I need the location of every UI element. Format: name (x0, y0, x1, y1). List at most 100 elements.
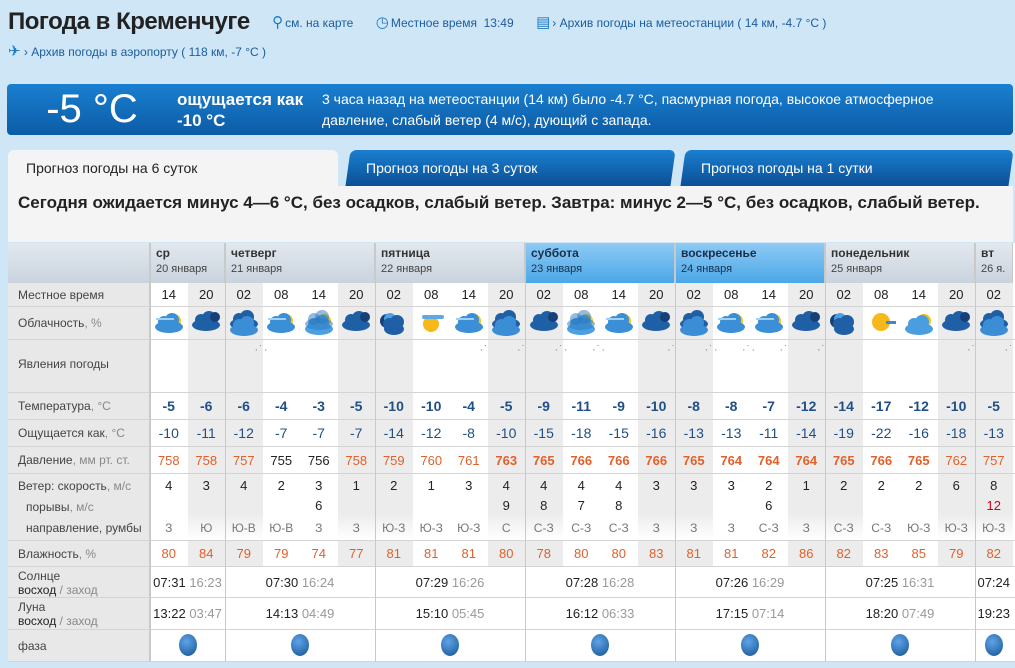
label-time: Местное время (8, 283, 150, 306)
moonrise-time: 17:15 (716, 606, 749, 621)
cloud-cell (638, 307, 676, 339)
overcast-icon (227, 309, 261, 337)
wind-speed: 2 (863, 474, 901, 496)
time-cell: 02 (825, 283, 863, 306)
cloud-cell (338, 307, 376, 339)
hum-cell: 79 (938, 541, 976, 566)
phen-cell (188, 340, 226, 392)
wind-gust (413, 496, 451, 518)
day-divider (825, 243, 826, 662)
time-cell: 02 (225, 283, 263, 306)
feel-cell: -16 (900, 420, 938, 446)
forecast-tabs: Прогноз погоды на 6 суток Прогноз погоды… (8, 150, 1013, 186)
wind-gust (863, 496, 901, 518)
temp-cell: -8 (713, 393, 751, 419)
pres-cell: 760 (413, 447, 451, 473)
temp-cell: -10 (638, 393, 676, 419)
phen-cell (863, 340, 901, 392)
phen-cell: ·˙· (938, 340, 976, 392)
feel-cell: -12 (225, 420, 263, 446)
wind-direction: С (488, 518, 526, 535)
phen-cell (413, 340, 451, 392)
wind-gust (450, 496, 488, 518)
wind-gust (675, 496, 713, 518)
map-link[interactable]: ⚲см. на карте (272, 13, 353, 31)
phen-cell: ·˙· (675, 340, 713, 392)
time-cell: 08 (263, 283, 301, 306)
hum-cell: 79 (263, 541, 301, 566)
day-date: 21 января (231, 263, 374, 275)
wind-cell: 6 Ю-З (938, 474, 976, 540)
airport-archive-link[interactable]: ✈ › Архив погоды в аэропорту ( 118 км, -… (8, 42, 1008, 60)
moonset-time: 07:49 (902, 606, 935, 621)
header-label-cell (8, 243, 150, 283)
moonset-time: 03:47 (189, 606, 222, 621)
wind-direction: Ю-З (900, 518, 938, 535)
wind-direction: Ю-З (938, 518, 976, 535)
wind-direction: З (150, 518, 188, 535)
wind-gust (150, 496, 188, 518)
wind-speed: 6 (938, 474, 976, 496)
sunset-time: 16:26 (452, 575, 485, 590)
sunrise-time: 07:29 (416, 575, 449, 590)
airplane-icon: ✈ (8, 43, 21, 60)
temp-cell: -5 (975, 393, 1013, 419)
wind-gust (788, 496, 826, 518)
phen-cell (600, 340, 638, 392)
moon-phase-icon (591, 634, 609, 656)
time-cell: 20 (488, 283, 526, 306)
hum-cell: 80 (600, 541, 638, 566)
pres-cell: 758 (338, 447, 376, 473)
time-cell: 20 (788, 283, 826, 306)
local-time: ◷Местное время 13:49 (376, 13, 514, 31)
cloud-cell (863, 307, 901, 339)
label-temp: Температура, °C (8, 393, 150, 419)
wind-gust: 6 (300, 496, 338, 518)
row-phen: Явления погоды·˙··˙··˙··˙··˙··˙··˙··˙··˙… (8, 340, 1015, 393)
tab-3-days[interactable]: Прогноз погоды на 3 суток (345, 150, 675, 186)
wind-speed: 4 (488, 474, 526, 496)
hum-cell: 80 (150, 541, 188, 566)
wind-speed: 1 (788, 474, 826, 496)
tab-1-day[interactable]: Прогноз погоды на 1 сутки (680, 150, 1013, 186)
feel-cell: -18 (938, 420, 976, 446)
day-date: 20 января (156, 263, 224, 275)
time-cell: 02 (375, 283, 413, 306)
cloud-cell (150, 307, 188, 339)
wind-gust (188, 496, 226, 518)
phen-cell (263, 340, 301, 392)
cloudy-sun-icon (264, 309, 298, 337)
label-moon-title: Луна (18, 600, 45, 614)
wind-speed: 4 (600, 474, 638, 496)
phase-cell (675, 630, 825, 661)
wind-speed: 4 (525, 474, 563, 496)
map-pin-icon: ⚲ (272, 14, 283, 31)
station-archive-link[interactable]: ▤› Архив погоды на метеостанции ( 14 км,… (536, 13, 826, 31)
cloud-cell (900, 307, 938, 339)
sunrise-time: 07:26 (716, 575, 749, 590)
time-cell: 14 (300, 283, 338, 306)
wind-gust: 9 (488, 496, 526, 518)
wind-direction: Ю-З (375, 518, 413, 535)
pres-cell: 766 (600, 447, 638, 473)
tab-6-days[interactable]: Прогноз погоды на 6 суток (8, 150, 338, 186)
wind-speed: 2 (825, 474, 863, 496)
feel-cell: -15 (525, 420, 563, 446)
time-cell: 02 (975, 283, 1013, 306)
phase-cell (525, 630, 675, 661)
temp-cell: -10 (938, 393, 976, 419)
moon-phase-icon (741, 634, 759, 656)
row-phase: фаза (8, 630, 1015, 662)
time-cell: 08 (713, 283, 751, 306)
wind-speed: 2 (900, 474, 938, 496)
temp-cell: -3 (300, 393, 338, 419)
